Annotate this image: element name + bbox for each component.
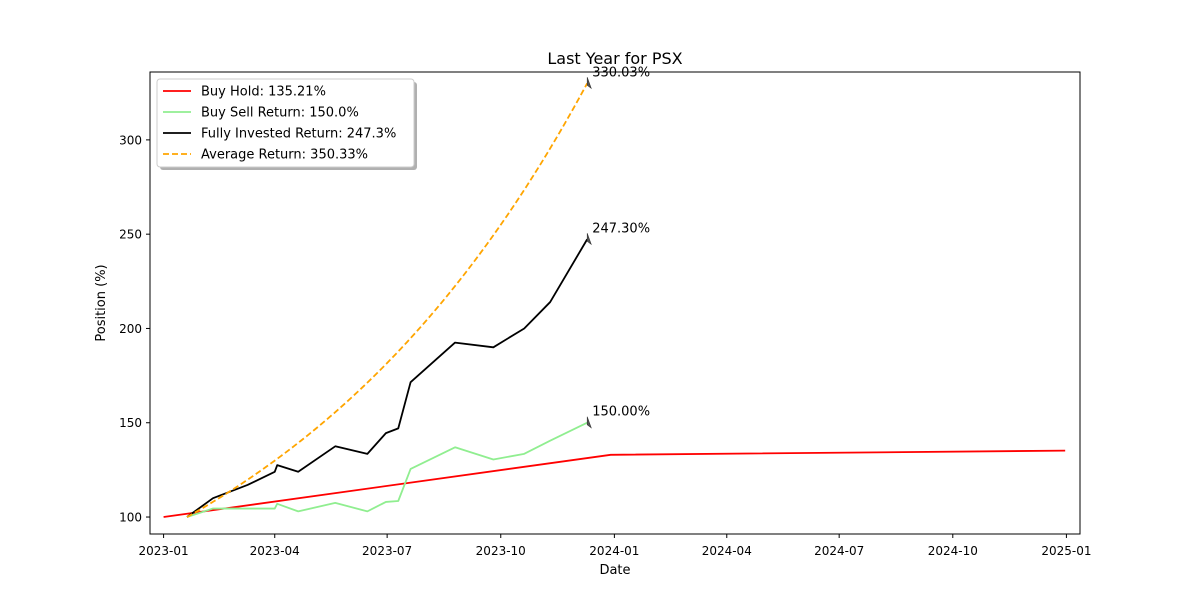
legend-label: Buy Sell Return: 150.0% [201, 106, 359, 121]
y-tick-label: 200 [119, 322, 142, 336]
y-axis: 100 150 200 250 300 [119, 133, 150, 525]
annotation-arrow-icon [586, 233, 592, 246]
y-tick-label: 100 [119, 511, 142, 525]
y-tick-label: 150 [119, 416, 142, 430]
series-line-3 [186, 82, 589, 518]
x-tick-label: 2023-01 [139, 544, 189, 558]
x-tick-label: 2025-01 [1041, 544, 1091, 558]
y-tick-label: 250 [119, 228, 142, 242]
annotation-arrow-icon [586, 77, 592, 90]
legend: Buy Hold: 135.21% Buy Sell Return: 150.0%… [156, 78, 417, 170]
series-line-2 [186, 238, 588, 518]
plot-lines [163, 82, 1066, 518]
annotation-label: 330.03% [592, 65, 650, 80]
annotation-label: 150.00% [592, 405, 650, 420]
x-tick-label: 2023-10 [476, 544, 526, 558]
series-line-0 [163, 449, 1066, 518]
legend-box [156, 78, 415, 168]
x-axis-label: Date [599, 563, 630, 578]
x-tick-label: 2024-04 [702, 544, 752, 558]
x-tick-label: 2024-01 [589, 544, 639, 558]
annotation-arrow-icon [586, 416, 592, 429]
y-axis-label: Position (%) [94, 264, 109, 341]
x-tick-label: 2023-04 [250, 544, 300, 558]
x-tick-label: 2024-10 [928, 544, 978, 558]
series-line-1 [186, 421, 588, 518]
x-tick-label: 2024-07 [814, 544, 864, 558]
legend-label: Average Return: 350.33% [201, 148, 368, 163]
annotation-label: 247.30% [592, 221, 650, 236]
chart-title: Last Year for PSX [547, 49, 682, 68]
legend-label: Fully Invested Return: 247.3% [201, 127, 396, 142]
plot-frame [149, 71, 1081, 535]
x-tick-label: 2023-07 [362, 544, 412, 558]
y-tick-label: 300 [119, 133, 142, 147]
x-axis: 2023-01 2023-04 2023-07 2023-10 2024-01 2024-… [139, 534, 1091, 558]
legend-label: Buy Hold: 135.21% [201, 85, 326, 100]
annotations: 330.03% 247.30% 150.00% [586, 65, 650, 429]
